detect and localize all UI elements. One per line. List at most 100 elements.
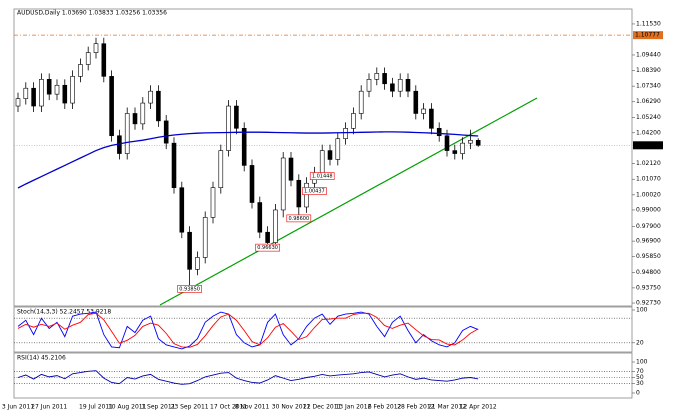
last-price-label: 1.03356: [635, 142, 660, 149]
candle-body: [429, 108, 434, 129]
candle-body: [46, 79, 52, 95]
candle-body: [148, 90, 153, 104]
indicator-line: [17, 311, 479, 350]
y-tick-label: 0.96900: [636, 238, 661, 245]
x-tick-label: 22 Dec 2011: [303, 404, 342, 411]
y-tick-label: 1.09440: [636, 51, 661, 58]
candle-body: [62, 84, 68, 104]
y-tick-label: 1.01070: [636, 176, 661, 183]
indicator-line: [17, 370, 479, 385]
x-tick-label: 8 Nov 2011: [235, 404, 270, 411]
y-tick-label: 30: [636, 380, 644, 387]
candle-body: [452, 150, 458, 154]
rsi-title: RSI(14) 45.2106: [17, 355, 66, 362]
candle-body: [468, 140, 473, 144]
pivot-box: [255, 243, 280, 252]
x-tick-label: 3 Jun 2011: [2, 404, 34, 411]
candle-body: [218, 150, 224, 188]
y-tick-label: 1.05240: [636, 114, 661, 121]
y-tick-label: 1.04200: [636, 129, 661, 136]
candle-body: [390, 83, 395, 92]
y-tick-label: 70: [636, 368, 644, 375]
candle-body: [343, 128, 348, 140]
candle-body: [163, 120, 169, 144]
candle-body: [78, 64, 83, 77]
candle-body: [187, 231, 192, 270]
rsi-panel: [13, 352, 633, 399]
candle-body: [327, 150, 333, 160]
candle-body: [202, 217, 208, 258]
candle-body: [296, 179, 302, 208]
chart-title: AUDUSD,Daily 1.03690 1.03833 1.03256 1.0…: [17, 10, 167, 17]
candle-body: [132, 113, 138, 125]
candle-body: [179, 187, 185, 233]
candle-body: [413, 90, 419, 114]
candle-body: [421, 108, 426, 114]
candle-body: [70, 76, 75, 104]
candle-body: [397, 79, 403, 92]
candle-body: [351, 113, 356, 129]
pivot-label: 1.00437: [304, 189, 325, 195]
candle-body: [249, 165, 255, 203]
x-tick-label: 12 Apr 2012: [460, 404, 497, 411]
pivot-label: 0.96630: [257, 245, 278, 251]
candle-body: [358, 90, 364, 114]
price-level-label: 1.10777: [635, 32, 660, 39]
candle-body: [273, 209, 278, 243]
candle-body: [288, 157, 294, 181]
pivot-box: [302, 187, 327, 195]
y-tick-label: 100: [636, 307, 648, 314]
candle-body: [444, 135, 450, 151]
y-tick-label: 1.08390: [636, 67, 661, 74]
trend-line: [159, 97, 538, 306]
y-tick-label: 1.06290: [636, 98, 661, 105]
x-tick-label: 21 Mar 2012: [428, 404, 466, 411]
candle-body: [101, 43, 107, 77]
candle-body: [23, 87, 29, 99]
candle-body: [156, 90, 161, 122]
candle-body: [15, 98, 21, 107]
candle-body: [304, 182, 309, 208]
x-tick-label: 13 Jan 2012: [335, 404, 371, 411]
x-tick-label: 30 Nov 2011: [272, 404, 311, 411]
candle-body: [405, 79, 411, 92]
candle-body: [460, 142, 465, 154]
candle-body: [109, 76, 114, 137]
y-tick-label: 0.99000: [636, 206, 661, 213]
candle-body: [140, 102, 146, 125]
candle-body: [54, 84, 60, 95]
candle-body: [280, 157, 286, 211]
candle-body: [234, 105, 239, 129]
pivot-box: [309, 172, 335, 180]
candle-body: [374, 73, 380, 80]
y-tick-label: 0.97900: [636, 223, 661, 230]
x-tick-label: 28 Feb 2012: [397, 404, 435, 411]
pivot-box: [177, 285, 202, 293]
last-price-box: [633, 141, 663, 150]
stoch-title: Stoch(14,3,3) 52.2457 53.9218: [17, 309, 111, 316]
x-tick-label: 6 Feb 2012: [368, 404, 402, 411]
y-tick-label: 1.00020: [636, 191, 661, 198]
candle-body: [265, 231, 270, 243]
price-level-box: [633, 31, 663, 40]
x-tick-label: 27 Jun 2011: [31, 404, 67, 411]
candle-body: [210, 187, 216, 218]
candle-body: [85, 52, 91, 65]
candle-body: [226, 105, 231, 151]
y-tick-label: 1.02120: [636, 160, 661, 167]
candle-body: [436, 128, 442, 137]
y-tick-label: 100: [636, 359, 648, 366]
y-tick-label: 0.95850: [636, 253, 661, 260]
candle-body: [124, 113, 130, 154]
x-tick-label: 1 Sep 2011: [141, 404, 175, 411]
y-tick-label: 0: [636, 390, 640, 397]
x-tick-label: 23 Sep 2011: [171, 404, 209, 411]
candle-body: [39, 79, 44, 107]
candle-body: [382, 73, 387, 85]
indicator-line: [17, 312, 479, 348]
candle-body: [257, 202, 263, 233]
candle-body: [475, 140, 481, 146]
y-tick-label: 1.11530: [636, 20, 661, 27]
pivot-box: [286, 214, 312, 223]
